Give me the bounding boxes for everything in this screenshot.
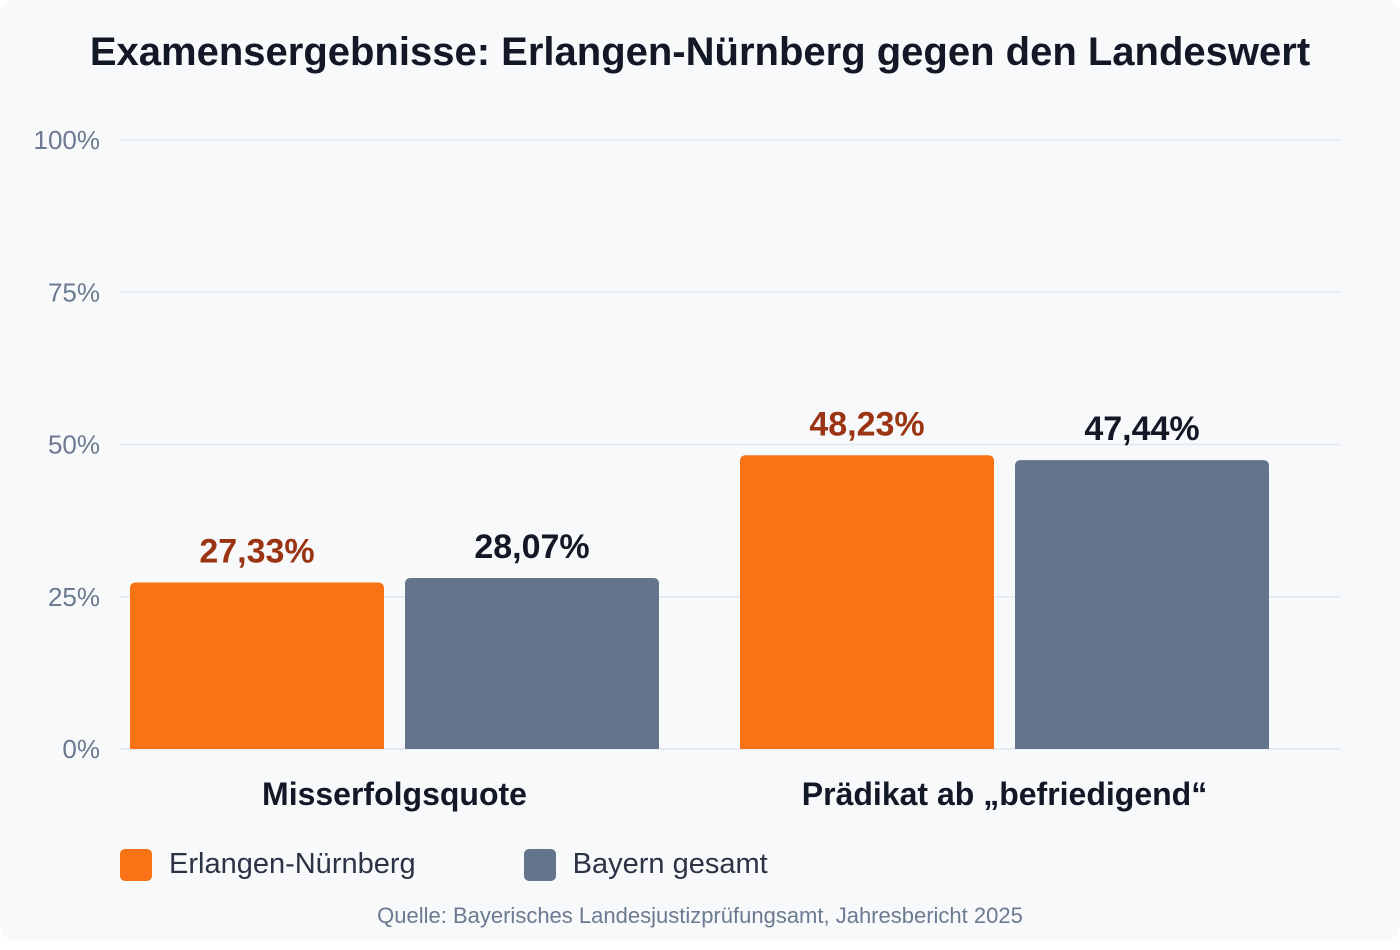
bar-bayern (1015, 460, 1269, 749)
x-axis-categories: Misserfolgsquote Prädikat ab „befriedigen… (262, 776, 1207, 812)
legend: Erlangen-Nürnberg Bayern gesamt (120, 848, 876, 881)
y-axis-ticks: 0% 25% 50% 75% 100% (34, 125, 101, 764)
legend-label-erlangen: Erlangen-Nürnberg (169, 848, 416, 880)
chart-title: Examensergebnisse: Erlangen-Nürnberg geg… (89, 30, 1311, 74)
data-label-erlangen: 27,33% (199, 533, 314, 571)
data-labels: 27,33% 28,07% 48,23% 47,44% (199, 405, 1199, 570)
bar-erlangen (740, 455, 994, 749)
bar-erlangen (130, 582, 384, 749)
y-tick-label: 75% (48, 277, 100, 307)
legend-swatch-erlangen (120, 848, 152, 881)
y-tick-label: 100% (34, 125, 101, 155)
legend-item-erlangen: Erlangen-Nürnberg (120, 848, 416, 881)
data-label-erlangen: 48,23% (809, 405, 924, 443)
category-label: Misserfolgsquote (262, 776, 527, 812)
legend-label-bayern: Bayern gesamt (572, 848, 768, 880)
data-label-bayern: 28,07% (474, 528, 589, 566)
source-note: Quelle: Bayerisches Landesjustizprüfungs… (377, 903, 1023, 928)
bar-bayern (405, 578, 659, 749)
bars (130, 455, 1269, 749)
legend-item-bayern: Bayern gesamt (523, 848, 768, 881)
data-label-bayern: 47,44% (1084, 410, 1199, 448)
legend-swatch-bayern (523, 848, 556, 881)
category-label: Prädikat ab „befriedigend“ (802, 776, 1207, 812)
y-tick-label: 50% (48, 430, 100, 460)
y-tick-label: 25% (48, 582, 100, 612)
y-tick-label: 0% (62, 734, 100, 764)
